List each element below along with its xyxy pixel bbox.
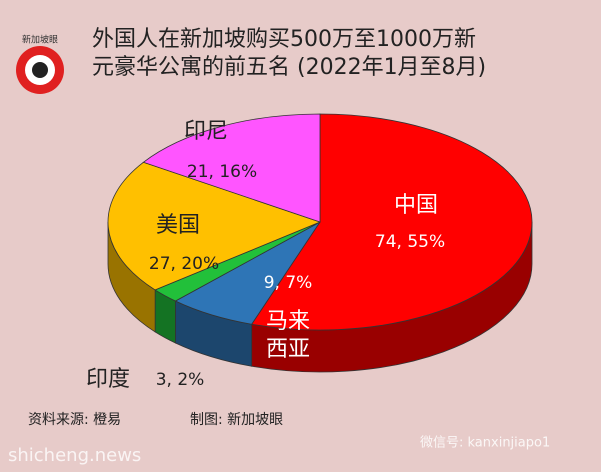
value-label: 9, 7% bbox=[264, 273, 313, 293]
watermark: shicheng.news bbox=[8, 445, 141, 466]
slice-label: 美国 bbox=[156, 213, 200, 238]
slice bbox=[250, 113, 533, 331]
pie: 中国 74, 55% 马来西亚 9, 7% 印度 3, 2% 美国 27, 20% 印尼 21, … bbox=[86, 113, 533, 392]
value-label: 27, 20% bbox=[149, 254, 219, 274]
value-label: 74, 55% bbox=[375, 232, 445, 252]
slice-label: 印尼 bbox=[184, 119, 228, 144]
credit: 制图: 新加坡眼 bbox=[190, 412, 283, 428]
logo-text: 新加坡眼 bbox=[22, 34, 58, 46]
value-label: 21, 16% bbox=[187, 162, 257, 182]
slice bbox=[107, 161, 322, 291]
value-label: 3, 2% bbox=[156, 370, 205, 390]
watermark: 微信号: kanxinjiapo1 bbox=[420, 436, 550, 451]
chart-title: 外国人在新加坡购买500万至1000万新元豪华公寓的前五名 (2022年1月至8… bbox=[92, 27, 486, 80]
logo: 新加坡眼 bbox=[16, 34, 64, 94]
source: 资料来源: 橙易 bbox=[28, 412, 121, 428]
slice-label: 马来西亚 bbox=[266, 309, 310, 362]
slice-label: 中国 bbox=[394, 193, 438, 218]
slice-label: 印度 bbox=[86, 367, 130, 392]
slice bbox=[142, 113, 321, 223]
